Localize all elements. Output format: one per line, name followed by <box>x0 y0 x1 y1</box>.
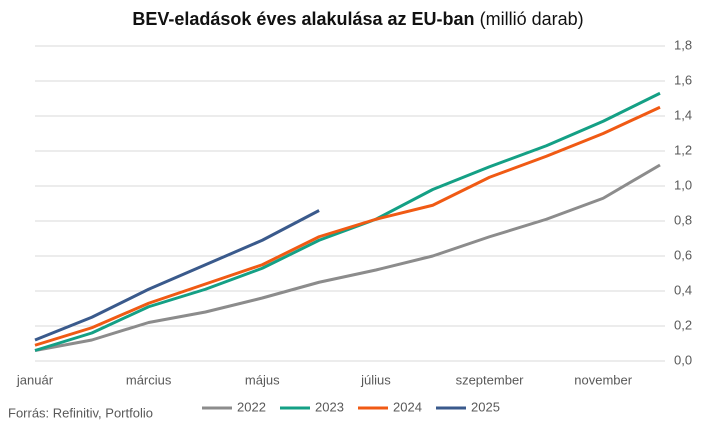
x-tick-label: január <box>16 372 54 387</box>
subtitle: (millió darab) <box>480 9 584 29</box>
y-tick-label: 0,8 <box>674 212 692 227</box>
y-tick-label: 1,2 <box>674 142 692 157</box>
legend-label: 2023 <box>315 399 344 414</box>
y-tick-label: 0,2 <box>674 317 692 332</box>
chart-title: BEV-eladások éves alakulása az EU-ban (m… <box>132 9 583 29</box>
x-tick-label: szeptember <box>456 372 525 387</box>
y-tick-label: 1,6 <box>674 72 692 87</box>
series-line <box>34 91 661 352</box>
y-tick-label: 1,8 <box>674 37 692 52</box>
x-tick-label: július <box>360 372 391 387</box>
y-tick-label: 1,4 <box>674 107 692 122</box>
x-tick-label: november <box>574 372 632 387</box>
x-tick-label: március <box>126 372 172 387</box>
y-tick-label: 0,4 <box>674 282 692 297</box>
source: Forrás: Refinitiv, Portfolio <box>8 405 153 420</box>
title: BEV-eladások éves alakulása az EU-ban <box>132 9 474 29</box>
series-line <box>34 105 661 347</box>
series-line <box>34 209 320 342</box>
y-tick-label: 0,0 <box>674 352 692 367</box>
legend-label: 2024 <box>393 399 422 414</box>
x-tick-label: május <box>245 372 280 387</box>
series-line <box>34 163 661 352</box>
legend-label: 2022 <box>237 399 266 414</box>
y-tick-label: 1,0 <box>674 177 692 192</box>
legend-label: 2025 <box>471 399 500 414</box>
y-tick-label: 0,6 <box>674 247 692 262</box>
